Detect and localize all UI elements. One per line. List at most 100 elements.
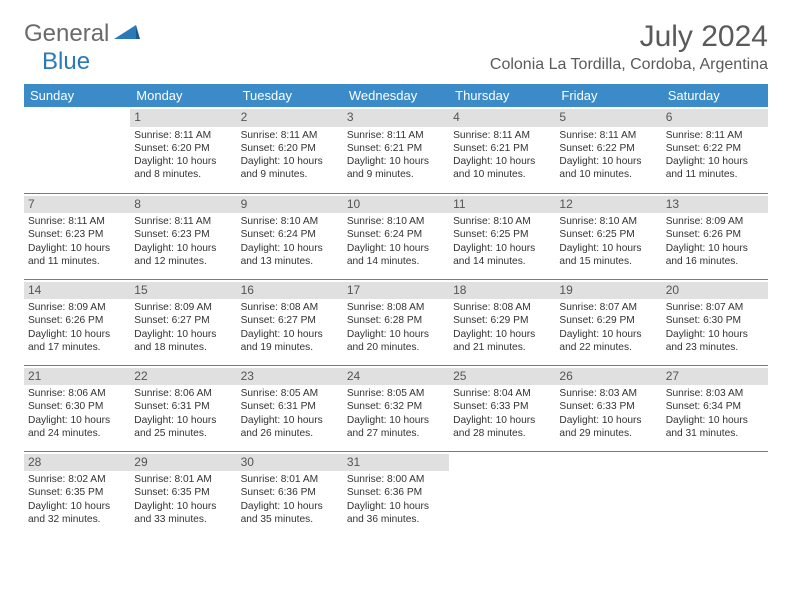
sunset-text: Sunset: 6:31 PM bbox=[134, 400, 232, 413]
day-number: 11 bbox=[449, 196, 555, 214]
calendar-day-cell: 31Sunrise: 8:00 AMSunset: 6:36 PMDayligh… bbox=[343, 451, 449, 537]
sunset-text: Sunset: 6:27 PM bbox=[134, 314, 232, 327]
day-info: Sunrise: 8:04 AMSunset: 6:33 PMDaylight:… bbox=[453, 387, 551, 440]
day-number: 9 bbox=[237, 196, 343, 214]
logo-text-general: General bbox=[24, 20, 109, 47]
month-title: July 2024 bbox=[490, 20, 768, 54]
calendar-day-cell: 7Sunrise: 8:11 AMSunset: 6:23 PMDaylight… bbox=[24, 193, 130, 279]
day-number: 24 bbox=[343, 368, 449, 386]
day-number: 20 bbox=[662, 282, 768, 300]
day-number: 10 bbox=[343, 196, 449, 214]
calendar-day-cell: 9Sunrise: 8:10 AMSunset: 6:24 PMDaylight… bbox=[237, 193, 343, 279]
sunrise-text: Sunrise: 8:03 AM bbox=[559, 387, 657, 400]
sunrise-text: Sunrise: 8:02 AM bbox=[28, 473, 126, 486]
sunrise-text: Sunrise: 8:09 AM bbox=[134, 301, 232, 314]
day-info: Sunrise: 8:00 AMSunset: 6:36 PMDaylight:… bbox=[347, 473, 445, 526]
calendar-day-cell: 20Sunrise: 8:07 AMSunset: 6:30 PMDayligh… bbox=[662, 279, 768, 365]
sunset-text: Sunset: 6:22 PM bbox=[666, 142, 764, 155]
sunset-text: Sunset: 6:23 PM bbox=[28, 228, 126, 241]
calendar-day-cell: 28Sunrise: 8:02 AMSunset: 6:35 PMDayligh… bbox=[24, 451, 130, 537]
day-number: 13 bbox=[662, 196, 768, 214]
sunset-text: Sunset: 6:33 PM bbox=[453, 400, 551, 413]
daylight-text: Daylight: 10 hours and 14 minutes. bbox=[347, 242, 445, 269]
sunset-text: Sunset: 6:36 PM bbox=[347, 486, 445, 499]
calendar-day-cell: 19Sunrise: 8:07 AMSunset: 6:29 PMDayligh… bbox=[555, 279, 661, 365]
sunset-text: Sunset: 6:35 PM bbox=[134, 486, 232, 499]
daylight-text: Daylight: 10 hours and 28 minutes. bbox=[453, 414, 551, 441]
title-block: July 2024 Colonia La Tordilla, Cordoba, … bbox=[490, 20, 768, 74]
sunset-text: Sunset: 6:31 PM bbox=[241, 400, 339, 413]
sunrise-text: Sunrise: 8:03 AM bbox=[666, 387, 764, 400]
sunset-text: Sunset: 6:20 PM bbox=[241, 142, 339, 155]
calendar-day-cell: 25Sunrise: 8:04 AMSunset: 6:33 PMDayligh… bbox=[449, 365, 555, 451]
sunrise-text: Sunrise: 8:07 AM bbox=[559, 301, 657, 314]
daylight-text: Daylight: 10 hours and 12 minutes. bbox=[134, 242, 232, 269]
daylight-text: Daylight: 10 hours and 21 minutes. bbox=[453, 328, 551, 355]
sunset-text: Sunset: 6:24 PM bbox=[241, 228, 339, 241]
day-info: Sunrise: 8:11 AMSunset: 6:22 PMDaylight:… bbox=[559, 129, 657, 182]
calendar-body: 1Sunrise: 8:11 AMSunset: 6:20 PMDaylight… bbox=[24, 107, 768, 537]
daylight-text: Daylight: 10 hours and 8 minutes. bbox=[134, 155, 232, 182]
calendar-day-cell: 16Sunrise: 8:08 AMSunset: 6:27 PMDayligh… bbox=[237, 279, 343, 365]
daylight-text: Daylight: 10 hours and 29 minutes. bbox=[559, 414, 657, 441]
sunset-text: Sunset: 6:30 PM bbox=[28, 400, 126, 413]
sunrise-text: Sunrise: 8:11 AM bbox=[559, 129, 657, 142]
sunset-text: Sunset: 6:29 PM bbox=[559, 314, 657, 327]
day-info: Sunrise: 8:03 AMSunset: 6:34 PMDaylight:… bbox=[666, 387, 764, 440]
sunrise-text: Sunrise: 8:01 AM bbox=[134, 473, 232, 486]
sunrise-text: Sunrise: 8:11 AM bbox=[134, 215, 232, 228]
day-number: 31 bbox=[343, 454, 449, 472]
calendar-day-cell bbox=[24, 107, 130, 193]
calendar-day-cell: 6Sunrise: 8:11 AMSunset: 6:22 PMDaylight… bbox=[662, 107, 768, 193]
sunrise-text: Sunrise: 8:05 AM bbox=[241, 387, 339, 400]
sunset-text: Sunset: 6:26 PM bbox=[28, 314, 126, 327]
day-info: Sunrise: 8:09 AMSunset: 6:26 PMDaylight:… bbox=[666, 215, 764, 268]
calendar-day-cell: 3Sunrise: 8:11 AMSunset: 6:21 PMDaylight… bbox=[343, 107, 449, 193]
day-info: Sunrise: 8:09 AMSunset: 6:27 PMDaylight:… bbox=[134, 301, 232, 354]
logo-text-blue: Blue bbox=[42, 48, 90, 75]
day-info: Sunrise: 8:06 AMSunset: 6:31 PMDaylight:… bbox=[134, 387, 232, 440]
calendar-day-cell: 12Sunrise: 8:10 AMSunset: 6:25 PMDayligh… bbox=[555, 193, 661, 279]
daylight-text: Daylight: 10 hours and 19 minutes. bbox=[241, 328, 339, 355]
calendar-day-cell: 11Sunrise: 8:10 AMSunset: 6:25 PMDayligh… bbox=[449, 193, 555, 279]
day-number: 6 bbox=[662, 109, 768, 127]
sunset-text: Sunset: 6:24 PM bbox=[347, 228, 445, 241]
daylight-text: Daylight: 10 hours and 16 minutes. bbox=[666, 242, 764, 269]
sunrise-text: Sunrise: 8:10 AM bbox=[241, 215, 339, 228]
daylight-text: Daylight: 10 hours and 25 minutes. bbox=[134, 414, 232, 441]
triangle-icon bbox=[114, 23, 140, 46]
weekday-header: Sunday bbox=[24, 84, 130, 107]
day-info: Sunrise: 8:08 AMSunset: 6:28 PMDaylight:… bbox=[347, 301, 445, 354]
sunset-text: Sunset: 6:21 PM bbox=[453, 142, 551, 155]
sunrise-text: Sunrise: 8:07 AM bbox=[666, 301, 764, 314]
day-number: 5 bbox=[555, 109, 661, 127]
day-info: Sunrise: 8:11 AMSunset: 6:21 PMDaylight:… bbox=[347, 129, 445, 182]
day-info: Sunrise: 8:08 AMSunset: 6:29 PMDaylight:… bbox=[453, 301, 551, 354]
day-info: Sunrise: 8:08 AMSunset: 6:27 PMDaylight:… bbox=[241, 301, 339, 354]
calendar-day-cell: 14Sunrise: 8:09 AMSunset: 6:26 PMDayligh… bbox=[24, 279, 130, 365]
calendar-day-cell: 5 Sunrise: 8:11 AMSunset: 6:22 PMDaylight… bbox=[555, 107, 661, 193]
sunrise-text: Sunrise: 8:11 AM bbox=[28, 215, 126, 228]
sunrise-text: Sunrise: 8:06 AM bbox=[134, 387, 232, 400]
calendar-table: Sunday Monday Tuesday Wednesday Thursday… bbox=[24, 84, 768, 537]
day-info: Sunrise: 8:11 AMSunset: 6:21 PMDaylight:… bbox=[453, 129, 551, 182]
calendar-day-cell: 27Sunrise: 8:03 AMSunset: 6:34 PMDayligh… bbox=[662, 365, 768, 451]
calendar-week-row: 28Sunrise: 8:02 AM Sunset: 6:35 PM Dayligh… bbox=[24, 451, 768, 537]
day-info: Sunrise: 8:05 AMSunset: 6:32 PMDaylight:… bbox=[347, 387, 445, 440]
day-number: 28 bbox=[24, 454, 130, 472]
daylight-text: Daylight: 10 hours and 15 minutes. bbox=[559, 242, 657, 269]
daylight-text: Daylight: 10 hours and 26 minutes. bbox=[241, 414, 339, 441]
day-info: Sunrise: 8:10 AMSunset: 6:25 PMDaylight:… bbox=[453, 215, 551, 268]
sunset-text: Sunset: 6:22 PM bbox=[559, 142, 657, 155]
calendar-day-cell bbox=[662, 451, 768, 537]
sunset-text: Sunset: 6:34 PM bbox=[666, 400, 764, 413]
daylight-text: Daylight: 10 hours and 35 minutes. bbox=[241, 500, 339, 527]
sunrise-text: Sunrise: 8:10 AM bbox=[453, 215, 551, 228]
day-info: Sunrise: 8:07 AMSunset: 6:29 PMDaylight:… bbox=[559, 301, 657, 354]
sunrise-text: Sunrise: 8:08 AM bbox=[241, 301, 339, 314]
sunset-text: Sunset: 6:33 PM bbox=[559, 400, 657, 413]
sunrise-text: Sunrise: 8:08 AM bbox=[347, 301, 445, 314]
sunrise-text: Sunrise: 8:09 AM bbox=[28, 301, 126, 314]
daylight-text: Daylight: 10 hours and 9 minutes. bbox=[347, 155, 445, 182]
calendar-day-cell bbox=[555, 451, 661, 537]
